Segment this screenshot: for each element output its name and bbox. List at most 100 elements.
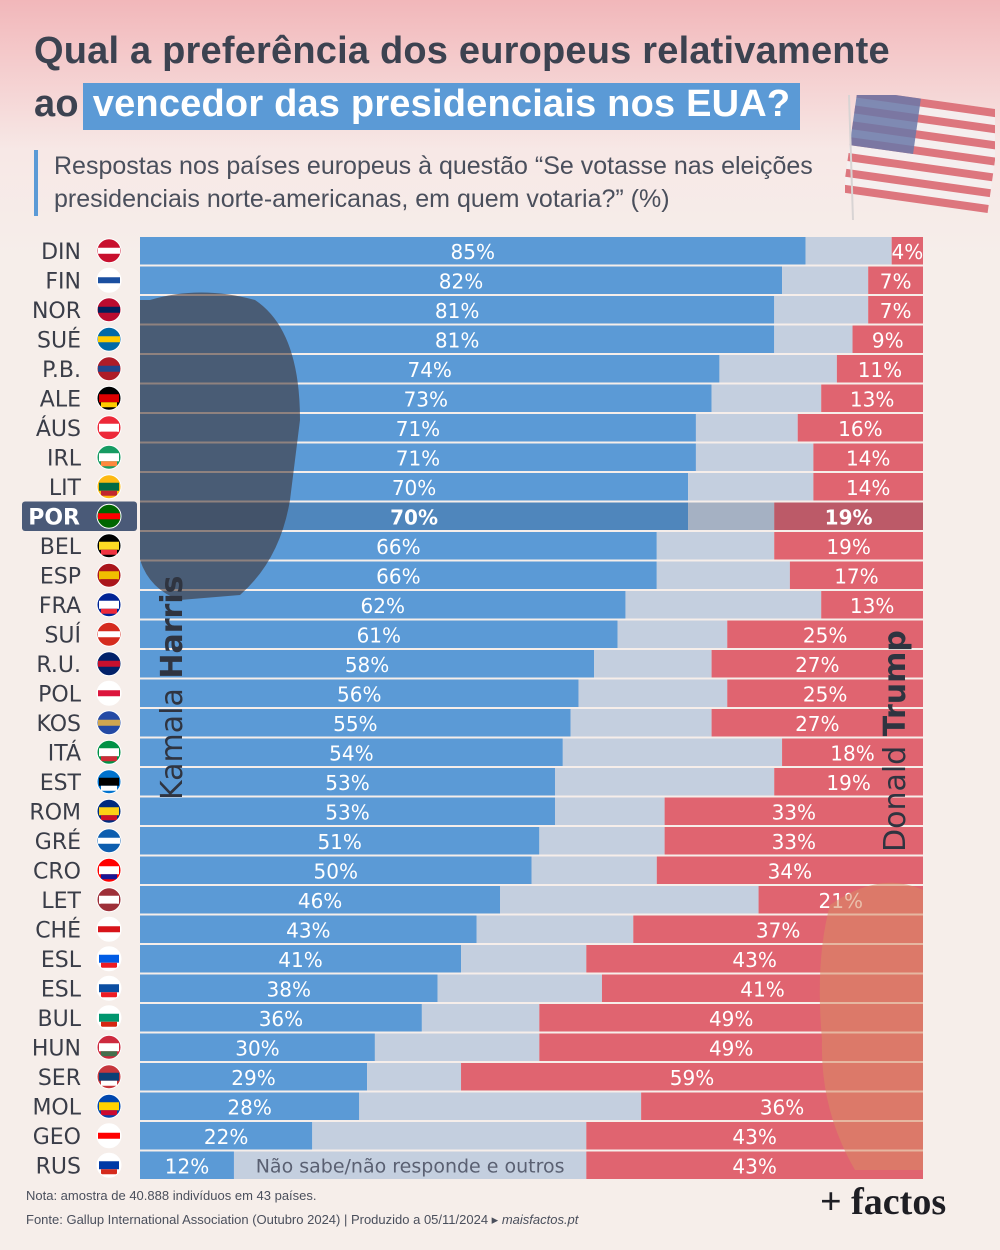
brand-logo: + factos: [820, 1181, 947, 1223]
flag-detail: [99, 866, 119, 875]
flag-border: [96, 503, 122, 529]
bar-harris: [140, 886, 501, 914]
bar-other: [476, 915, 634, 943]
flag-border: [96, 769, 122, 795]
data-label-harris: 51%: [317, 830, 361, 854]
bar-harris: [140, 768, 555, 796]
flag-border: [96, 1005, 122, 1031]
country-label: EST: [40, 771, 82, 796]
flag-detail: [99, 423, 119, 432]
data-label-trump: 7%: [880, 269, 912, 293]
flag-border: [96, 710, 122, 736]
source-line: Fonte: Gallup International Association …: [26, 1212, 578, 1228]
data-label-harris: 22%: [204, 1125, 248, 1149]
data-label-trump: 13%: [850, 594, 894, 618]
bar-trump: [821, 384, 923, 412]
data-label-harris: 81%: [435, 299, 479, 323]
bar-trump: [782, 738, 923, 766]
country-label: R.U.: [36, 653, 81, 678]
country-label: GEO: [33, 1125, 81, 1150]
flag-detail: [98, 719, 120, 726]
bar-trump: [727, 679, 923, 707]
country-label: POL: [38, 682, 82, 707]
data-label-trump: 33%: [772, 800, 816, 824]
data-label-harris: 71%: [396, 446, 440, 470]
bar-other: [805, 237, 892, 265]
bar-harris: [140, 1151, 234, 1179]
flag-detail: [98, 365, 120, 372]
bar-other: [554, 797, 665, 825]
data-label-harris: 58%: [345, 653, 389, 677]
flag-detail: [99, 954, 119, 963]
data-label-harris: 74%: [407, 358, 451, 382]
flag-detail: [101, 608, 117, 614]
country-label: BUL: [38, 1007, 82, 1032]
flag-detail: [101, 402, 117, 408]
flag-border: [96, 562, 122, 588]
flag-detail: [101, 431, 117, 437]
data-label-trump: 43%: [732, 948, 776, 972]
trump-vertical-label: Donald Trump: [878, 630, 913, 852]
data-label-harris: 61%: [357, 623, 401, 647]
country-label: DIN: [41, 240, 81, 265]
flag-border: [96, 916, 122, 942]
data-label-trump: 43%: [732, 1125, 776, 1149]
flag-detail: [99, 1043, 119, 1052]
country-label: ESP: [40, 564, 81, 589]
bar-other: [695, 443, 814, 471]
bar-other: [711, 384, 822, 412]
data-label-harris: 43%: [286, 918, 330, 942]
title-highlight: vencedor das presidenciais nos EUA?: [82, 83, 801, 130]
data-label-trump: 16%: [838, 417, 882, 441]
flag-border: [96, 385, 122, 411]
site-link[interactable]: maisfactos.pt: [501, 1212, 579, 1227]
flag-detail: [99, 895, 119, 904]
bar-trump: [774, 502, 923, 530]
flag-detail: [98, 247, 120, 254]
country-label: FRA: [39, 594, 81, 619]
flag-detail: [101, 579, 117, 585]
flag-border: [96, 887, 122, 913]
chart-title-line2: ao vencedor das presidenciais nos EUA?: [34, 83, 801, 130]
bar-trump: [821, 591, 923, 619]
bar-harris: [140, 856, 532, 884]
bar-other: [312, 1122, 587, 1150]
data-label-trump: 17%: [834, 564, 878, 588]
country-label: ESL: [41, 977, 82, 1002]
bar-other: [374, 1033, 540, 1061]
flag-border: [96, 356, 122, 382]
bar-trump: [727, 620, 923, 648]
flag-detail: [99, 1072, 119, 1081]
bar-trump: [813, 473, 923, 501]
data-label-trump: 49%: [709, 1007, 753, 1031]
data-label-trump: 11%: [858, 358, 902, 382]
bar-other: [656, 532, 775, 560]
data-label-harris: 12%: [165, 1154, 209, 1178]
bar-other: [421, 1004, 540, 1032]
flag-detail: [101, 903, 117, 909]
data-label-trump: 43%: [732, 1154, 776, 1178]
flag-detail: [101, 461, 117, 467]
data-label-harris: 66%: [376, 564, 420, 588]
data-label-harris: 55%: [333, 712, 377, 736]
data-label-harris: 62%: [361, 594, 405, 618]
flag-detail: [98, 631, 120, 638]
bar-other: [625, 591, 822, 619]
country-label: IRL: [47, 446, 82, 471]
data-label-harris: 36%: [259, 1007, 303, 1031]
flag-detail: [98, 306, 120, 313]
data-label-harris: 70%: [390, 505, 438, 529]
bar-other: [688, 473, 814, 501]
flag-detail: [99, 1013, 119, 1022]
data-label-trump: 33%: [772, 830, 816, 854]
data-label-trump: 9%: [872, 328, 904, 352]
data-label-harris: 38%: [267, 977, 311, 1001]
flag-border: [96, 1093, 122, 1119]
bar-trump: [774, 532, 923, 560]
data-label-harris: 53%: [325, 771, 369, 795]
country-label: ÁUS: [36, 416, 81, 442]
data-label-harris: 81%: [435, 328, 479, 352]
country-label: ROM: [29, 800, 81, 825]
flag-detail: [99, 1161, 119, 1170]
data-label-trump: 37%: [756, 918, 800, 942]
